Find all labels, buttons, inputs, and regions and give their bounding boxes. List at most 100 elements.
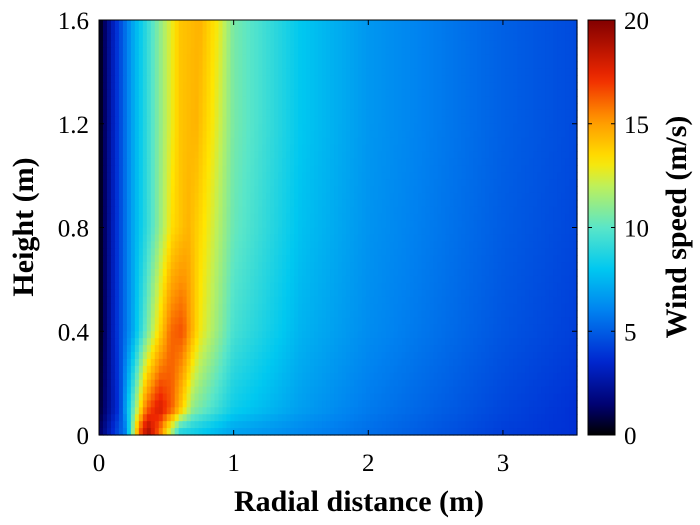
heatmap-cell: [282, 220, 287, 229]
heatmap-cell: [334, 20, 339, 28]
heatmap-cell: [365, 75, 371, 83]
heatmap-cell: [353, 296, 359, 305]
heatmap-cell: [353, 179, 359, 187]
heatmap-cell: [158, 54, 164, 63]
heatmap-cell: [130, 269, 136, 277]
heatmap-cell: [353, 40, 359, 49]
heatmap-cell: [497, 172, 502, 180]
heatmap-cell: [282, 275, 287, 284]
heatmap-cell: [445, 220, 451, 229]
heatmap-cell: [290, 269, 295, 277]
heatmap-cell: [282, 89, 287, 97]
heatmap-cell: [134, 130, 140, 139]
heatmap-cell: [326, 54, 331, 63]
heatmap-cell: [453, 227, 459, 236]
heatmap-cell: [369, 303, 375, 312]
heatmap-cell: [509, 199, 514, 208]
heatmap-cell: [250, 241, 255, 249]
heatmap-cell: [429, 289, 435, 298]
heatmap-cell: [401, 248, 407, 256]
heatmap-cell: [222, 89, 228, 97]
heatmap-cell: [218, 213, 224, 222]
heatmap-cell: [254, 20, 259, 28]
heatmap-cell: [545, 96, 550, 104]
heatmap-cell: [537, 241, 542, 249]
heatmap-cell: [449, 275, 455, 284]
heatmap-cell: [497, 75, 502, 83]
heatmap-cell: [389, 275, 395, 284]
heatmap-cell: [310, 227, 315, 236]
heatmap-cell: [421, 296, 427, 305]
heatmap-cell: [553, 40, 558, 49]
heatmap-cell: [529, 82, 534, 90]
heatmap-cell: [513, 109, 518, 118]
heatmap-cell: [286, 151, 291, 159]
heatmap-cell: [222, 206, 228, 215]
heatmap-cell: [182, 241, 188, 249]
heatmap-cell: [214, 255, 220, 263]
heatmap-cell: [485, 130, 490, 139]
heatmap-cell: [521, 151, 526, 159]
heatmap-cell: [557, 96, 562, 104]
heatmap-cell: [106, 303, 112, 312]
heatmap-cell: [130, 179, 136, 187]
heatmap-cell: [549, 255, 554, 263]
heatmap-cell: [525, 172, 530, 180]
heatmap-cell: [150, 47, 156, 56]
heatmap-cell: [421, 199, 427, 208]
heatmap-cell: [162, 165, 168, 173]
heatmap-cell: [182, 82, 188, 90]
heatmap-cell: [453, 75, 459, 83]
heatmap-cell: [278, 144, 283, 153]
heatmap-cell: [214, 186, 220, 194]
heatmap-cell: [138, 275, 144, 284]
heatmap-cell: [302, 137, 307, 146]
heatmap-cell: [525, 130, 530, 139]
heatmap-cell: [501, 296, 506, 305]
heatmap-cell: [341, 26, 347, 35]
heatmap-cell: [517, 75, 522, 83]
heatmap-cell: [102, 220, 108, 229]
heatmap-cell: [541, 289, 546, 298]
heatmap-cell: [134, 75, 140, 83]
heatmap-cell: [318, 275, 323, 284]
heatmap-cell: [250, 172, 255, 180]
heatmap-cell: [417, 296, 423, 305]
heatmap-cell: [99, 130, 104, 139]
heatmap-cell: [565, 248, 570, 256]
heatmap-cell: [457, 40, 463, 49]
heatmap-cell: [114, 192, 120, 201]
heatmap-cell: [481, 75, 486, 83]
heatmap-cell: [385, 123, 391, 132]
heatmap-cell: [481, 172, 486, 180]
heatmap-cell: [573, 68, 578, 76]
heatmap-cell: [118, 165, 124, 173]
heatmap-cell: [286, 82, 291, 90]
heatmap-cell: [330, 241, 335, 249]
heatmap-cell: [345, 151, 351, 159]
heatmap-cell: [353, 199, 359, 208]
heatmap-cell: [553, 220, 558, 229]
heatmap-cell: [361, 186, 367, 194]
heatmap-cell: [349, 61, 355, 70]
heatmap-cell: [557, 186, 562, 194]
heatmap-cell: [266, 248, 271, 256]
heatmap-cell: [521, 275, 526, 284]
heatmap-cell: [198, 186, 204, 194]
heatmap-cell: [549, 61, 554, 70]
heatmap-cell: [441, 220, 447, 229]
heatmap-cell: [246, 165, 251, 173]
heatmap-cell: [369, 61, 375, 70]
heatmap-cell: [397, 206, 403, 215]
heatmap-cell: [258, 137, 263, 146]
heatmap-cell: [174, 186, 180, 194]
heatmap-cell: [525, 269, 530, 277]
heatmap-cell: [118, 68, 124, 76]
heatmap-cell: [334, 275, 339, 284]
heatmap-cell: [150, 40, 156, 49]
heatmap-cell: [298, 206, 303, 215]
heatmap-cell: [314, 89, 319, 97]
heatmap-cell: [565, 116, 570, 125]
heatmap-cell: [282, 179, 287, 187]
heatmap-cell: [481, 68, 486, 76]
